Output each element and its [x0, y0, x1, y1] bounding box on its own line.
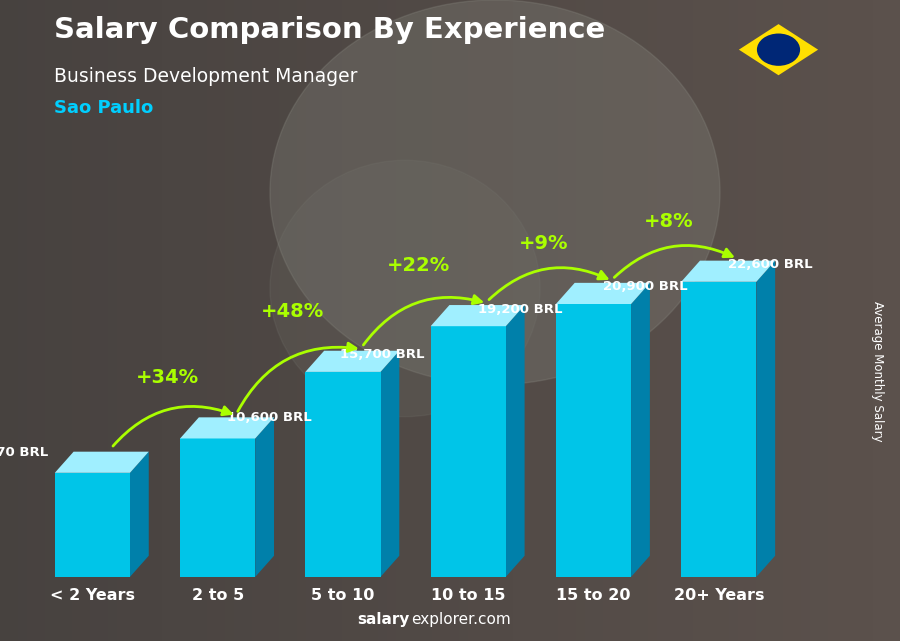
Text: 19,200 BRL: 19,200 BRL: [478, 303, 562, 315]
Text: +34%: +34%: [136, 369, 199, 387]
Text: Salary Comparison By Experience: Salary Comparison By Experience: [54, 16, 605, 44]
Ellipse shape: [270, 0, 720, 385]
Text: 22,600 BRL: 22,600 BRL: [728, 258, 813, 271]
Text: +9%: +9%: [518, 234, 568, 253]
Bar: [55, 473, 130, 577]
Polygon shape: [739, 24, 818, 75]
Text: 15,700 BRL: 15,700 BRL: [340, 348, 424, 362]
Polygon shape: [506, 305, 525, 577]
Bar: [430, 326, 506, 577]
Polygon shape: [180, 417, 274, 438]
Text: Business Development Manager: Business Development Manager: [54, 67, 357, 87]
Polygon shape: [256, 417, 274, 577]
Ellipse shape: [270, 160, 540, 417]
Text: 20,900 BRL: 20,900 BRL: [603, 280, 688, 294]
Text: salary: salary: [357, 612, 410, 627]
Text: +48%: +48%: [261, 302, 324, 320]
Text: 7,970 BRL: 7,970 BRL: [0, 445, 49, 459]
Bar: [305, 372, 381, 577]
Polygon shape: [556, 283, 650, 304]
Text: +8%: +8%: [644, 212, 694, 231]
Polygon shape: [430, 305, 525, 326]
Polygon shape: [130, 452, 148, 577]
Polygon shape: [681, 261, 775, 282]
Polygon shape: [381, 351, 400, 577]
Polygon shape: [756, 261, 775, 577]
Text: +22%: +22%: [386, 256, 450, 275]
Polygon shape: [55, 452, 148, 473]
Bar: [556, 304, 631, 577]
Circle shape: [757, 33, 800, 66]
Bar: [180, 438, 256, 577]
Text: Sao Paulo: Sao Paulo: [54, 99, 153, 117]
Text: 10,600 BRL: 10,600 BRL: [227, 412, 311, 424]
Text: Average Monthly Salary: Average Monthly Salary: [871, 301, 884, 442]
Bar: [681, 282, 756, 577]
Polygon shape: [631, 283, 650, 577]
Polygon shape: [305, 351, 400, 372]
Text: explorer.com: explorer.com: [411, 612, 511, 627]
